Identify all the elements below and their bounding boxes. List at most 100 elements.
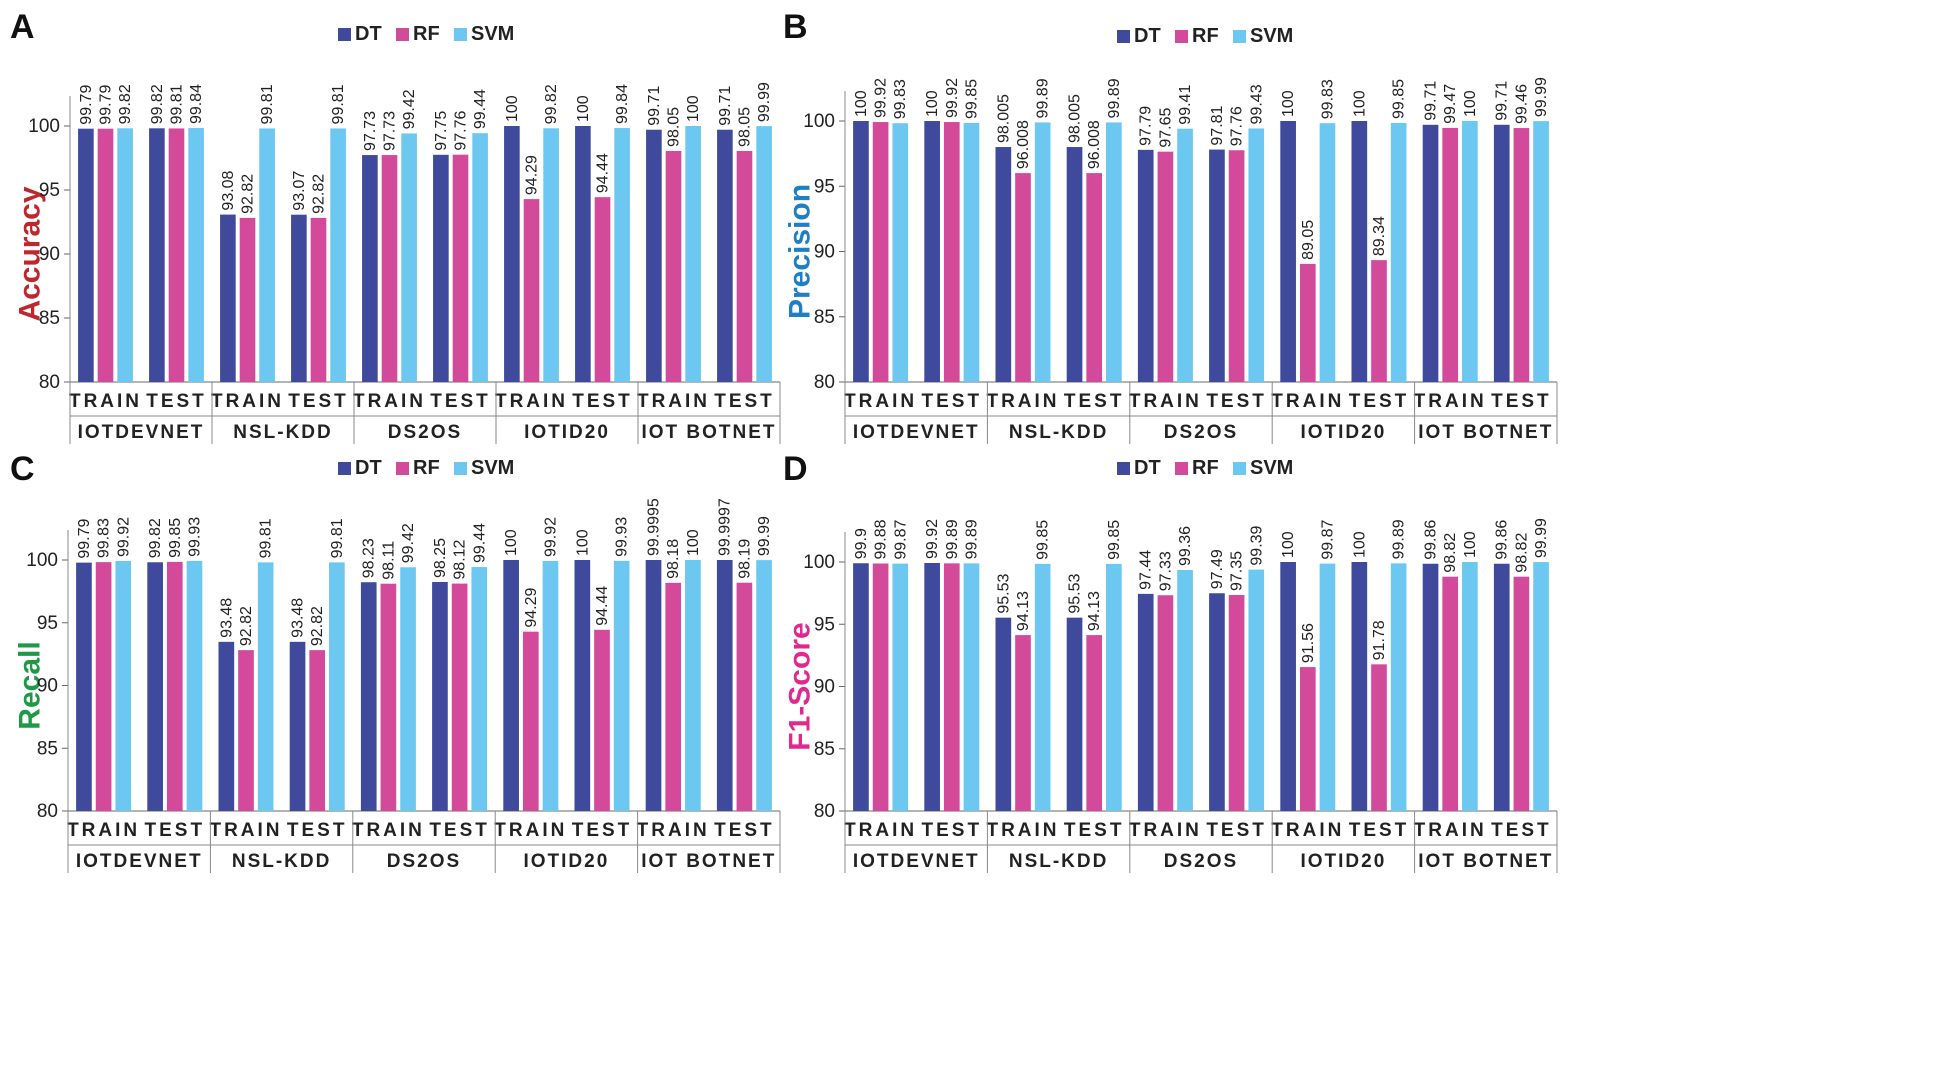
- data-label: 92.82: [311, 174, 328, 214]
- x-category-label: TEST: [288, 391, 349, 412]
- bar-rf: [1015, 635, 1031, 811]
- bar-rf: [239, 217, 256, 382]
- bar-dt: [1351, 562, 1368, 811]
- bar-rf: [1157, 595, 1174, 811]
- x-category-label: TRAIN: [353, 391, 426, 412]
- bar-dt: [360, 582, 377, 811]
- data-label: 99.82: [149, 84, 166, 124]
- legend-swatch-svm: [1233, 30, 1246, 43]
- bar-dt: [1066, 147, 1083, 382]
- y-tick-label: 90: [39, 244, 60, 265]
- bar-dt: [218, 641, 235, 811]
- x-group-label: IOTID20: [523, 851, 609, 872]
- bar-rf: [310, 217, 327, 382]
- y-tick-label: 80: [39, 372, 60, 393]
- bar-dt: [1422, 124, 1439, 383]
- data-label: 92.82: [309, 606, 326, 646]
- y-tick-label: 85: [814, 739, 835, 760]
- x-category-label: TRAIN: [1271, 391, 1344, 412]
- x-group-label: DS2OS: [387, 851, 461, 872]
- x-category-label: TRAIN: [69, 391, 142, 412]
- bar-dt: [645, 560, 662, 811]
- data-label: 94.13: [1086, 591, 1103, 631]
- bar-dt: [924, 562, 940, 811]
- bar-rf: [1228, 150, 1245, 382]
- x-category-label: TEST: [1349, 820, 1410, 841]
- data-label: 99.86: [1494, 520, 1511, 560]
- bar-rf: [1015, 173, 1031, 382]
- data-label: 99.89: [1035, 78, 1052, 118]
- data-label: 99.79: [78, 85, 95, 125]
- bar-svm: [614, 128, 630, 382]
- bar-dt: [717, 129, 733, 382]
- bar-rf: [736, 150, 753, 382]
- data-label: 99.85: [1106, 520, 1123, 560]
- data-label: 99.89: [944, 519, 961, 559]
- bar-dt: [503, 560, 519, 811]
- data-label: 99.92: [542, 517, 559, 557]
- data-label: 99.36: [1177, 526, 1194, 566]
- data-label: 93.48: [218, 598, 235, 638]
- bar-dt: [504, 126, 520, 382]
- legend-swatch-svm: [454, 28, 467, 41]
- x-category-label: TEST: [714, 820, 775, 841]
- bar-dt: [995, 147, 1012, 382]
- data-label: 100: [685, 95, 702, 122]
- y-tick-label: 80: [814, 372, 835, 393]
- x-category-label: TEST: [146, 391, 207, 412]
- data-label: 99.71: [646, 86, 663, 126]
- bar-rf: [943, 563, 960, 811]
- data-label: 99.83: [1319, 79, 1336, 119]
- legend-swatch-svm: [1233, 462, 1246, 475]
- legend-label-dt: DT: [355, 23, 382, 45]
- bar-svm: [471, 567, 488, 811]
- bar-svm: [685, 560, 701, 811]
- bar-dt: [1137, 149, 1154, 382]
- x-group-label: NSL-KDD: [232, 851, 332, 872]
- data-label: 97.76: [1229, 106, 1246, 146]
- bar-rf: [166, 561, 183, 811]
- x-category-label: TEST: [429, 820, 490, 841]
- bar-dt: [1066, 617, 1083, 811]
- panel-letter: C: [10, 450, 35, 488]
- data-label: 99.87: [892, 519, 909, 559]
- panel-letter: B: [783, 8, 808, 46]
- bar-svm: [1248, 128, 1265, 382]
- x-category-label: TEST: [714, 391, 775, 412]
- data-label: 99.41: [1177, 85, 1194, 125]
- legend-label-rf: RF: [413, 457, 440, 479]
- x-group-label: IOT BOTNET: [641, 851, 776, 872]
- data-label: 94.29: [524, 155, 541, 195]
- data-label: 99.89: [1391, 519, 1408, 559]
- data-label: 91.56: [1300, 623, 1317, 663]
- bar-rf: [665, 150, 682, 382]
- bar-rf: [1086, 173, 1103, 382]
- legend-label-svm: SVM: [471, 457, 514, 479]
- data-label: 99.83: [892, 79, 909, 119]
- data-label: 99.99: [756, 82, 773, 122]
- bar-dt: [1280, 121, 1296, 382]
- x-category-label: TRAIN: [1414, 391, 1487, 412]
- x-category-label: TEST: [1206, 391, 1267, 412]
- bar-svm: [257, 562, 274, 811]
- bar-svm: [188, 128, 204, 382]
- bar-rf: [452, 154, 469, 382]
- y-tick-label: 95: [814, 614, 835, 635]
- bar-svm: [400, 567, 416, 811]
- x-group-label: NSL-KDD: [233, 422, 333, 443]
- legend-swatch-dt: [1117, 30, 1130, 43]
- y-tick-label: 100: [26, 550, 58, 571]
- data-label: 98.005: [995, 94, 1012, 143]
- y-axis-label: Accuracy: [14, 186, 47, 321]
- bar-rf: [380, 583, 397, 811]
- x-category-label: TRAIN: [844, 391, 917, 412]
- bar-svm: [756, 126, 772, 383]
- data-label: 99.89: [1106, 78, 1123, 118]
- data-label: 99.84: [188, 84, 205, 124]
- panel-letter: A: [10, 8, 35, 46]
- y-axis-label: F1-Score: [784, 622, 817, 750]
- data-label: 99.79: [76, 518, 93, 558]
- y-tick-label: 100: [803, 111, 835, 132]
- data-label: 99.81: [169, 84, 186, 124]
